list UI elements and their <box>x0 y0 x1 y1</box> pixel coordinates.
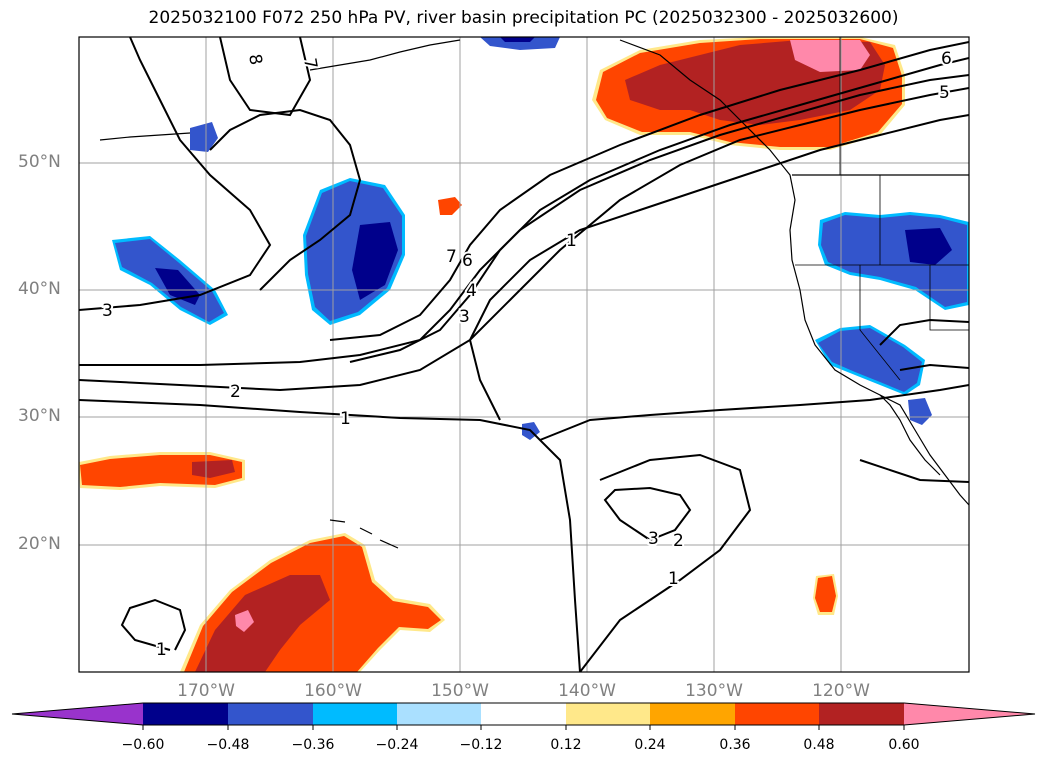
contour-label: 6 <box>462 251 473 271</box>
colorbar-swatch <box>143 703 228 725</box>
colorbar-extend-left <box>12 703 143 725</box>
colorbar-tick-label: 0.48 <box>803 737 835 753</box>
pv-contour-1-right <box>579 453 752 672</box>
lat-label-40n: 40°N <box>18 279 61 299</box>
coastline-alaska <box>99 39 461 549</box>
precip-area-small-orange <box>438 197 462 215</box>
contour-label: 3 <box>459 307 470 327</box>
pv-contour-3-loop <box>603 486 692 542</box>
precip-area-south-band-pink <box>235 610 254 632</box>
precip-area-top-blue <box>480 37 560 50</box>
map-frame <box>78 36 970 673</box>
colorbar-tick-label: 0.12 <box>550 737 582 753</box>
contour-label: 1 <box>340 409 351 429</box>
colorbar-tick-label: −0.48 <box>206 737 250 753</box>
pv-contour-lower-loop <box>539 384 969 441</box>
colorbar-swatch <box>650 703 735 725</box>
lon-label-160w: 160°W <box>304 681 362 701</box>
contour-label-group: 8 7 6 5 3 2 1 7 6 4 3 1 3 2 1 1 <box>100 47 954 662</box>
colorbar-swatch <box>313 703 397 725</box>
colorbar-tick-label: 0.24 <box>634 737 666 753</box>
colorbar-tick-label: 0.60 <box>888 737 920 753</box>
pv-contour-1-south <box>79 399 581 672</box>
colorbar-tick-label: −0.24 <box>375 737 419 753</box>
contour-label: 6 <box>941 49 952 69</box>
contour-label: 8 <box>244 53 266 67</box>
pv-contour-trough <box>468 114 969 421</box>
colorbar-swatch <box>735 703 819 725</box>
precip-area-baja <box>908 398 932 425</box>
contour-label: 2 <box>673 531 684 551</box>
colorbar-swatch <box>397 703 481 725</box>
precip-area-central-navy <box>352 222 398 300</box>
coastlines <box>99 37 969 549</box>
lat-label-20n: 20°N <box>18 534 61 554</box>
lon-label-170w: 170°W <box>177 681 235 701</box>
pv-contour-2 <box>79 87 969 392</box>
precip-area-west-42n-navy <box>155 268 200 305</box>
colorbar-tick-label: −0.60 <box>121 737 165 753</box>
precip-area-us-northwest-blue <box>821 215 967 307</box>
pv-contour-west <box>79 37 272 311</box>
contour-label: 3 <box>102 301 113 321</box>
precip-area-south-band-darkred <box>195 575 330 672</box>
colorbar-swatch <box>566 703 650 725</box>
colorbar-tick-marks <box>142 725 905 730</box>
colorbar-tick-label: −0.36 <box>291 737 335 753</box>
pv-contour-7 <box>209 108 362 291</box>
graticule <box>79 37 969 672</box>
lat-label-30n: 30°N <box>18 406 61 426</box>
lon-label-130w: 130°W <box>685 681 743 701</box>
colorbar-swatch <box>481 703 566 725</box>
precip-area-west-27n-darkred <box>192 460 235 478</box>
lon-label-150w: 150°W <box>431 681 489 701</box>
pv-contour-4 <box>349 57 969 363</box>
contour-label: 1 <box>566 231 577 251</box>
pv-contours <box>79 37 969 672</box>
pv-contour-1-loop-sw <box>120 598 187 651</box>
contour-label: 5 <box>939 83 950 103</box>
contour-label: 2 <box>230 382 241 402</box>
pv-contour-east <box>859 318 969 483</box>
lon-label-140w: 140°W <box>558 681 616 701</box>
coastline-north-america <box>619 39 969 506</box>
precip-area-california-blue <box>818 328 922 392</box>
lon-label-120w: 120°W <box>812 681 870 701</box>
precip-area-us-northwest-navy <box>905 228 952 265</box>
contour-label: 4 <box>466 281 477 301</box>
colorbar-tick-label: 0.36 <box>719 737 751 753</box>
contour-label: 7 <box>446 247 457 267</box>
contour-label: 1 <box>156 640 167 660</box>
colorbar <box>11 702 1036 730</box>
lat-label-50n: 50°N <box>18 152 61 172</box>
precip-negative-shading <box>112 37 969 440</box>
border-states <box>795 37 969 381</box>
precip-area-aleutian <box>190 122 218 152</box>
colorbar-extend-right <box>904 703 1035 725</box>
precip-positive-shading <box>79 37 905 672</box>
precip-area-mexico-orange <box>815 576 836 612</box>
colorbar-tick-label: −0.12 <box>459 737 503 753</box>
pv-contour-6 <box>329 41 969 341</box>
colorbar-swatch <box>819 703 904 725</box>
map-title: 2025032100 F072 250 hPa PV, river basin … <box>148 8 899 28</box>
contour-label: 7 <box>299 57 321 71</box>
precip-area-bc-pink <box>790 40 870 72</box>
contour-label: 3 <box>648 529 659 549</box>
coastline-baja <box>879 394 941 476</box>
precip-area-top-navy <box>500 37 535 42</box>
pv-contour-upper <box>219 37 312 117</box>
contour-label: 1 <box>668 569 679 589</box>
colorbar-swatch <box>228 703 313 725</box>
